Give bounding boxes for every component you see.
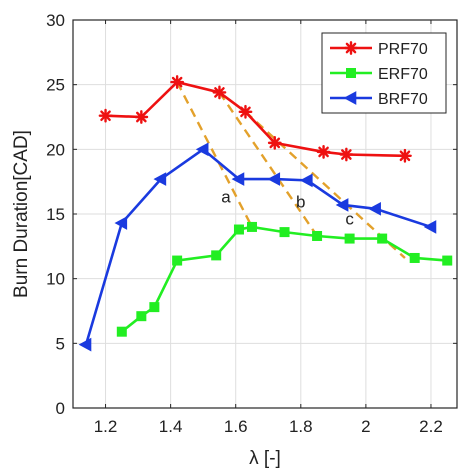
y-tick-label: 20 [46, 140, 65, 159]
brf70-point-5 [267, 172, 281, 186]
ticks: 1.2 1.4 1.6 1.8 2 2.2 0 5 10 15 20 25 30 [46, 11, 457, 436]
erf70-point-9 [344, 233, 355, 244]
asterisk-stroke [100, 110, 111, 122]
erf70-point-11 [409, 252, 420, 263]
erf70-point-3 [172, 255, 183, 266]
guide-line-0 [176, 81, 254, 228]
asterisk-stroke [240, 106, 251, 118]
prf70-point-7 [339, 147, 354, 162]
prf70-point-0 [98, 108, 113, 123]
erf70-point-7 [279, 227, 290, 238]
y-tick-label: 5 [56, 334, 65, 353]
asterisk-stroke [341, 149, 352, 160]
erf70-point-10 [377, 233, 388, 244]
erf70-point-6 [246, 221, 257, 232]
y-tick-label: 0 [56, 399, 65, 418]
x-tick-label: 1.6 [224, 417, 248, 436]
legend-item-prf70: PRF70 [330, 41, 428, 58]
brf70-point-3 [195, 142, 209, 157]
prf70-point-1 [134, 110, 149, 124]
asterisk-stroke [214, 87, 225, 98]
asterisk-stroke [399, 150, 411, 162]
series-layer [78, 75, 453, 352]
legend-label-brf70: BRF70 [378, 91, 428, 108]
asterisk-stroke [345, 42, 357, 54]
x-tick-label: 2.2 [419, 417, 443, 436]
legend-marker-prf70 [344, 41, 358, 55]
x-tick-label: 1.4 [159, 417, 183, 436]
x-tick-label: 2 [361, 417, 370, 436]
annotations: a b c [221, 187, 354, 228]
brf70-point-1 [114, 216, 128, 230]
brf70-point-8 [368, 201, 381, 216]
legend-marker-brf70 [343, 91, 357, 105]
prf70-point-5 [267, 135, 282, 150]
erf70-point-5 [233, 224, 244, 235]
y-axis-label: Burn Duration[CAD] [11, 130, 32, 298]
asterisk-stroke [136, 111, 147, 123]
prf70-point-2 [170, 75, 185, 89]
y-tick-label: 15 [46, 205, 65, 224]
asterisk-stroke [318, 146, 329, 158]
x-tick-label: 1.8 [289, 417, 313, 436]
x-axis-label: λ [-] [249, 448, 281, 469]
asterisk-stroke [269, 137, 281, 149]
series-prf70 [98, 75, 412, 163]
erf70-point-0 [116, 326, 127, 337]
series-line-brf70 [84, 148, 432, 345]
prf70-point-8 [398, 148, 412, 163]
brf70-point-9 [423, 220, 437, 234]
legend-item-erf70: ERF70 [330, 66, 428, 83]
legend-label-prf70: PRF70 [378, 41, 428, 58]
series-erf70 [116, 221, 453, 337]
erf70-point-4 [211, 250, 222, 261]
erf70-point-8 [312, 230, 323, 241]
x-tick-label: 1.2 [94, 417, 118, 436]
prf70-point-3 [212, 85, 227, 100]
y-tick-label: 10 [46, 270, 65, 289]
legend-marker-erf70 [346, 68, 356, 78]
brf70-point-0 [78, 337, 92, 352]
annotation-b: b [296, 193, 305, 212]
y-tick-label: 30 [46, 11, 65, 30]
erf70-point-1 [136, 311, 147, 322]
brf70-point-6 [299, 173, 313, 188]
prf70-point-6 [316, 145, 331, 159]
brf70-point-4 [231, 172, 245, 186]
erf70-point-2 [149, 302, 160, 313]
legend-label-erf70: ERF70 [378, 66, 428, 83]
y-tick-label: 25 [46, 76, 65, 95]
prf70-point-4 [238, 104, 253, 119]
brf70-point-2 [153, 172, 167, 186]
erf70-point-12 [442, 255, 453, 266]
series-brf70 [78, 142, 437, 352]
legend: PRF70 ERF70 BRF70 [321, 32, 447, 114]
annotation-c: c [345, 209, 354, 228]
annotation-a: a [221, 187, 231, 206]
asterisk-stroke [171, 76, 183, 88]
brf70-point-7 [335, 198, 349, 212]
legend-item-brf70: BRF70 [330, 91, 428, 108]
